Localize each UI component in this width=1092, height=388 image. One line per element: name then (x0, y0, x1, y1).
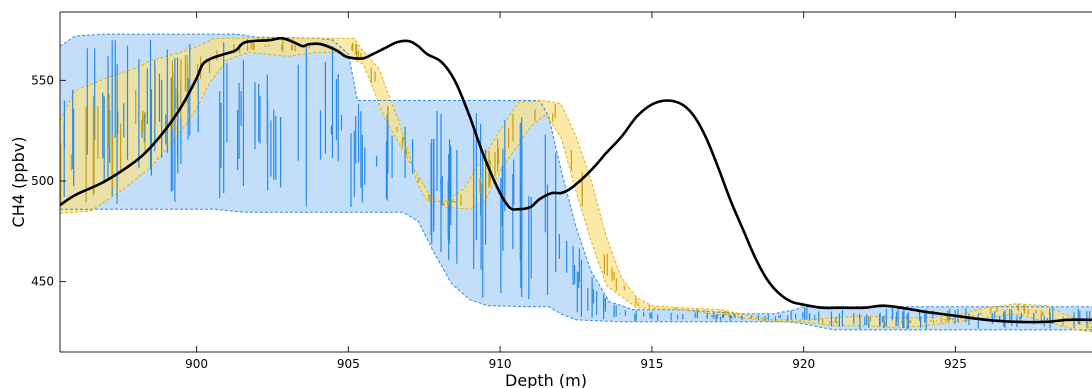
x-tick-label: 915 (640, 357, 663, 371)
plot-layer (60, 33, 1092, 333)
y-tick-label: 500 (31, 174, 54, 188)
y-tick-label: 450 (31, 275, 54, 289)
x-tick-label: 920 (792, 357, 815, 371)
blue-band-lower-edge (60, 208, 1092, 331)
y-tick-label: 550 (31, 73, 54, 87)
blue-band-fill (60, 34, 1092, 330)
smoothed-ch4-line (60, 36, 1092, 324)
plot-clip-group (60, 33, 1092, 333)
x-tick-label: 905 (337, 357, 360, 371)
blue-band-upper-edge (60, 33, 1092, 315)
x-tick-label: 900 (185, 357, 208, 371)
yellow-band-upper-edge (60, 37, 1092, 325)
x-tick-label: 925 (944, 357, 967, 371)
axes-layer: 900 905 910 915 920 925 450 500 550 (31, 11, 1092, 371)
x-tick-label: 910 (489, 357, 512, 371)
y-axis-title: CH4 (ppbv) (9, 137, 28, 228)
x-axis-title: Depth (m) (505, 371, 587, 388)
